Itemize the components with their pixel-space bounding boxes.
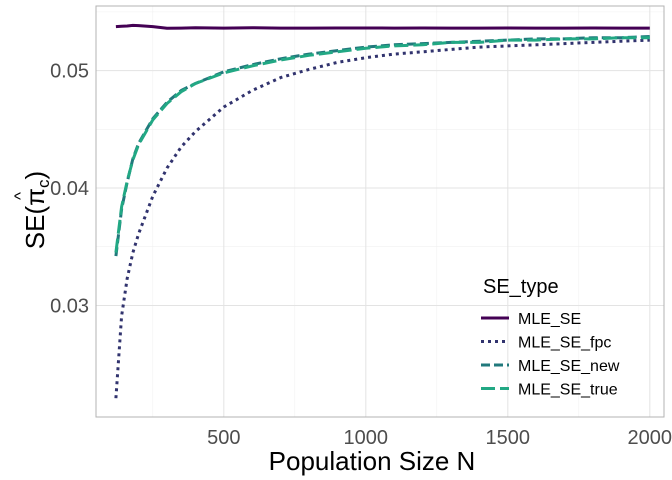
legend-label: MLE_SE_fpc: [518, 335, 611, 352]
y-tick-label: 0.05: [50, 61, 89, 83]
y-axis-title-prefix: SE(: [20, 206, 50, 250]
tick-labels: 500 1000 1500 2000 0.03 0.04 0.05: [50, 61, 672, 449]
legend-label: MLE_SE_new: [518, 358, 620, 375]
plot-border: [95, 5, 665, 418]
legend-title: SE_type: [483, 276, 559, 298]
svg-text:SE(πc): SE(πc): [20, 171, 53, 249]
x-tick-label: 500: [207, 427, 240, 449]
grid-lines: [96, 6, 664, 417]
y-tick-label: 0.04: [50, 178, 89, 200]
x-tick-label: 1500: [486, 427, 531, 449]
legend-label: MLE_SE: [518, 311, 581, 328]
legend-label: MLE_SE_true: [518, 382, 618, 399]
y-axis-title-hat-icon: ^: [11, 192, 30, 200]
y-axis-title: SE(πc) ^: [11, 171, 53, 249]
series-lines: [95, 5, 665, 418]
y-axis-title-suffix: ): [20, 171, 50, 180]
legend: SE_type MLE_SE MLE_SE_fpc MLE_SE_new MLE_SE…: [481, 276, 620, 399]
series-line-mle-se: [115, 23, 650, 30]
y-axis-title-subscript: c: [34, 179, 53, 188]
plot-background: [96, 6, 664, 417]
x-tick-label: 2000: [628, 427, 672, 449]
x-tick-label: 1000: [344, 427, 389, 449]
series-line-mle-se-fpc: [114, 38, 650, 399]
x-axis-title: Population Size N: [269, 446, 476, 476]
y-axis-title-symbol: π: [20, 188, 50, 206]
series-line-mle-se-true: [114, 36, 650, 253]
plot-panel: [96, 6, 664, 417]
y-tick-label: 0.03: [50, 295, 89, 317]
